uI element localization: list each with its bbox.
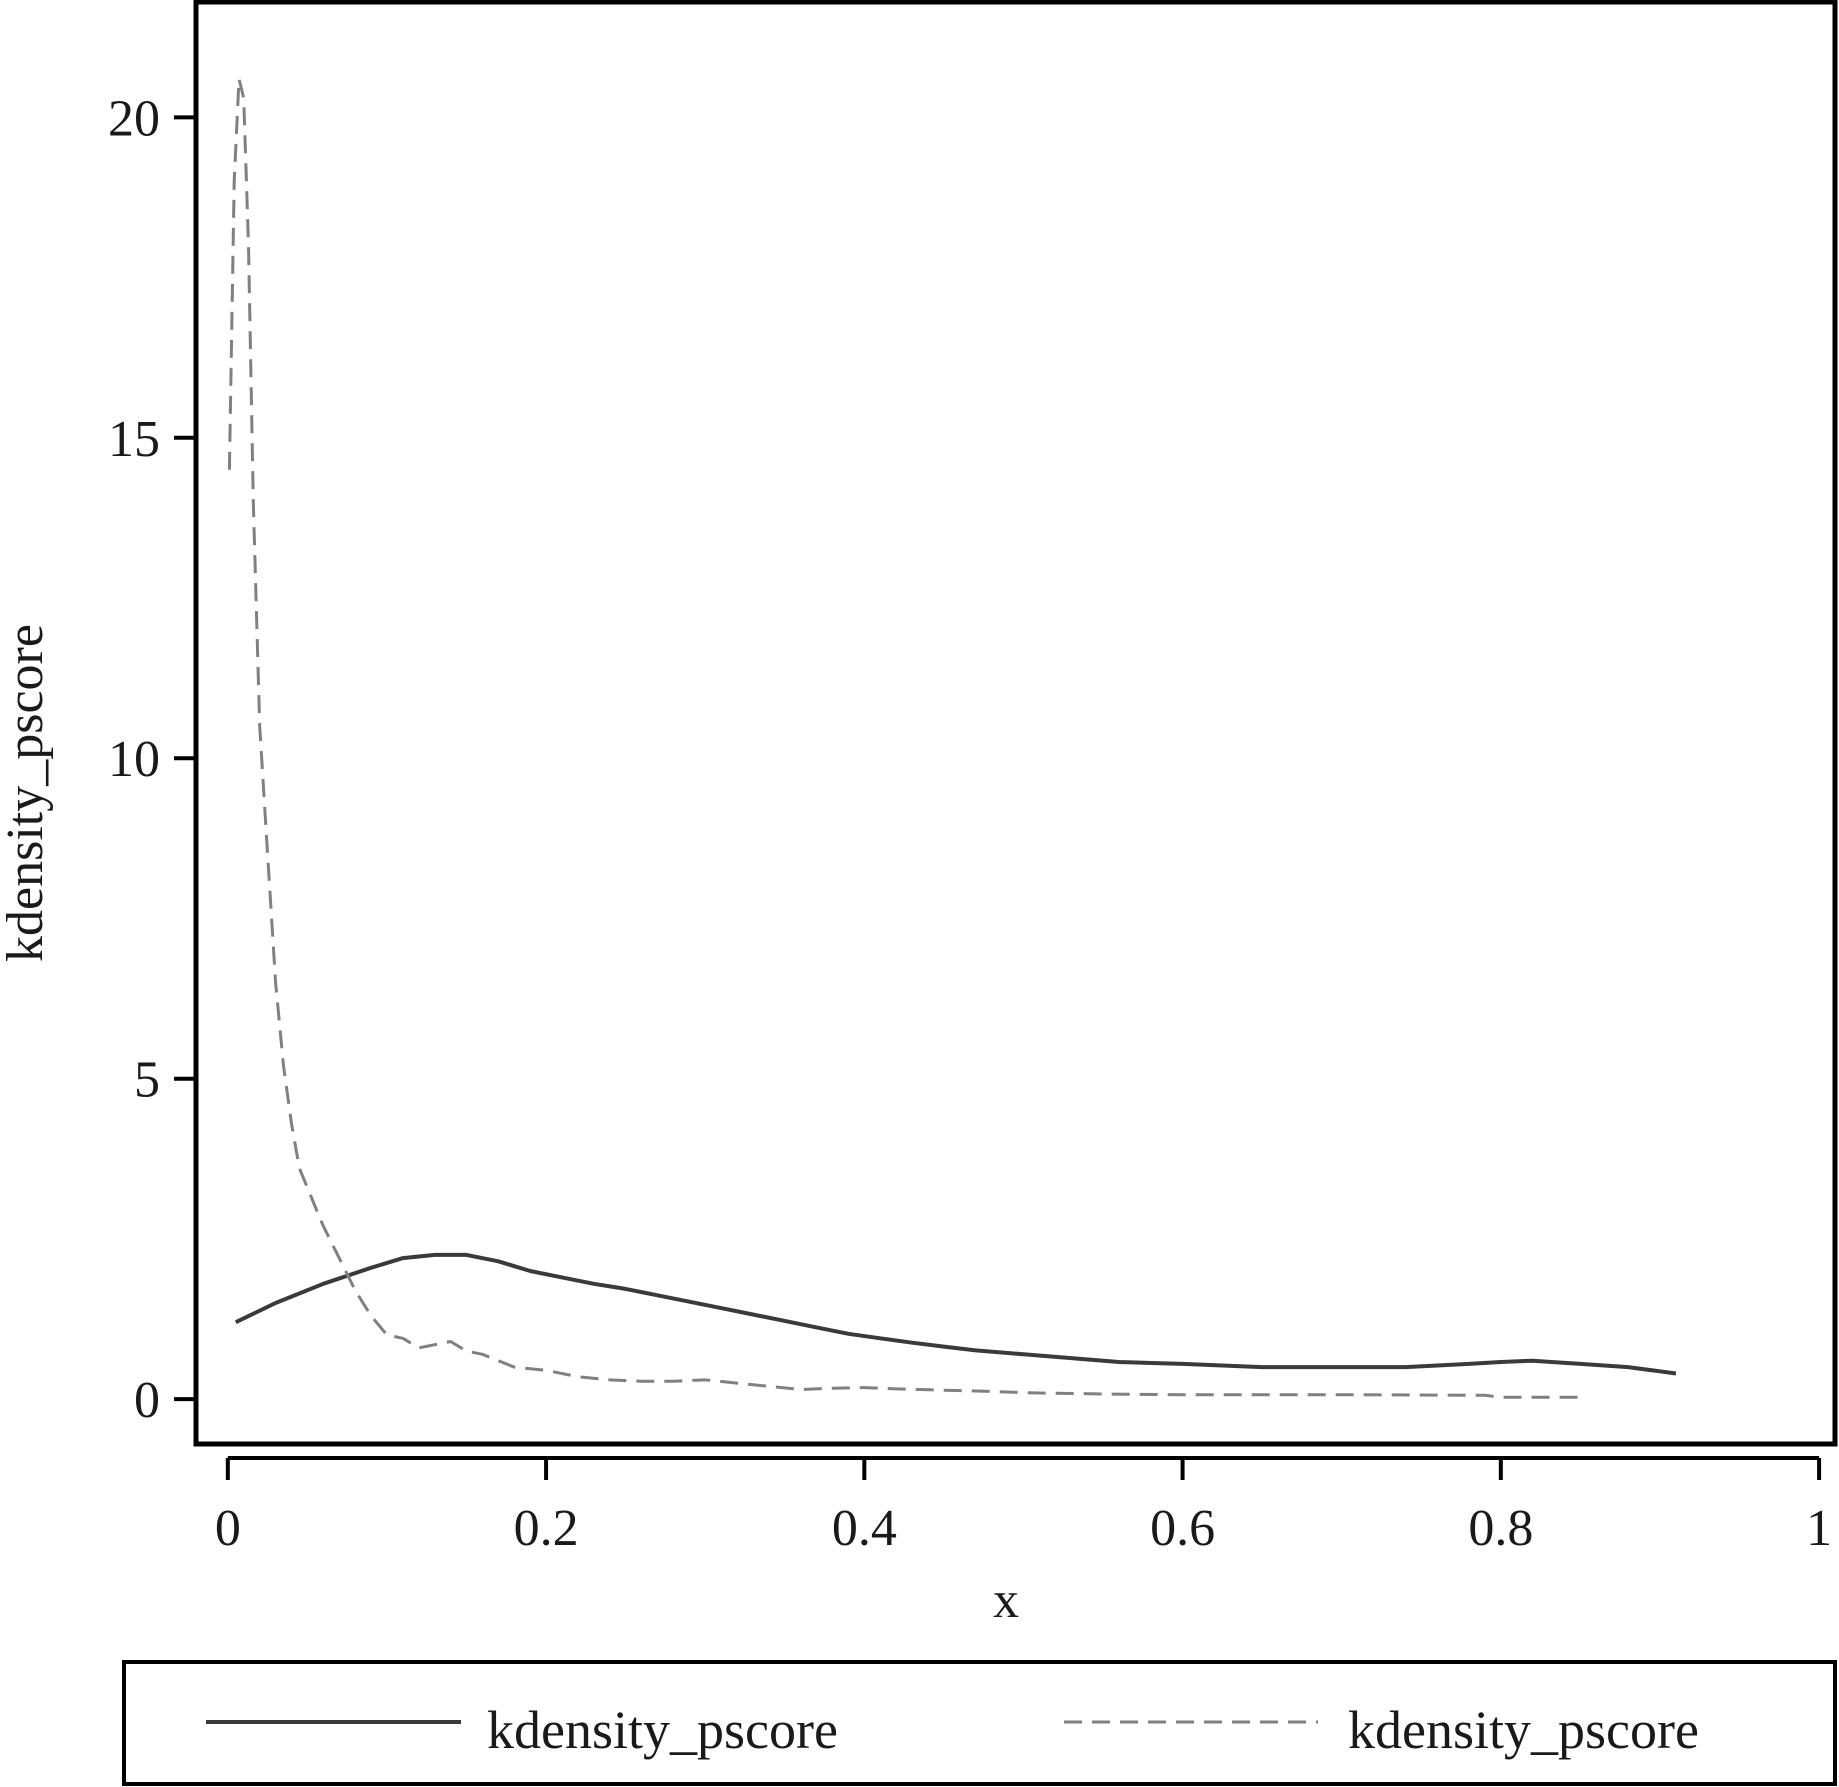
y-tick-label: 10 <box>108 731 160 788</box>
y-tick-label: 5 <box>134 1052 160 1109</box>
y-axis: 0 5 10 15 20 <box>108 90 196 1429</box>
x-axis: 0 0.2 0.4 0.6 0.8 1 <box>215 1456 1832 1557</box>
x-tick-label: 0.8 <box>1468 1500 1533 1557</box>
series-line-dashed <box>227 77 1581 1399</box>
y-tick-label: 15 <box>108 411 160 468</box>
x-axis-title: x <box>993 1572 1019 1629</box>
x-tick-label: 1 <box>1806 1500 1832 1557</box>
series-layer <box>227 77 1677 1399</box>
y-tick-label: 20 <box>108 90 160 147</box>
plot-frame <box>193 0 1838 1447</box>
y-axis-title: kdensity_pscore <box>0 624 54 962</box>
legend-label-dashed: kdensity_pscore <box>1348 1700 1699 1760</box>
series-line-solid <box>234 1252 1677 1376</box>
legend-label-solid: kdensity_pscore <box>487 1700 838 1760</box>
y-tick-label: 0 <box>134 1372 160 1429</box>
x-tick-label: 0.6 <box>1150 1500 1215 1557</box>
x-tick-label: 0 <box>215 1500 241 1557</box>
x-tick-label: 0.2 <box>514 1500 579 1557</box>
x-tick-label: 0.4 <box>832 1500 897 1557</box>
legend-box <box>122 1660 1837 1786</box>
legend: kdensity_pscore kdensity_pscore <box>122 1660 1837 1786</box>
